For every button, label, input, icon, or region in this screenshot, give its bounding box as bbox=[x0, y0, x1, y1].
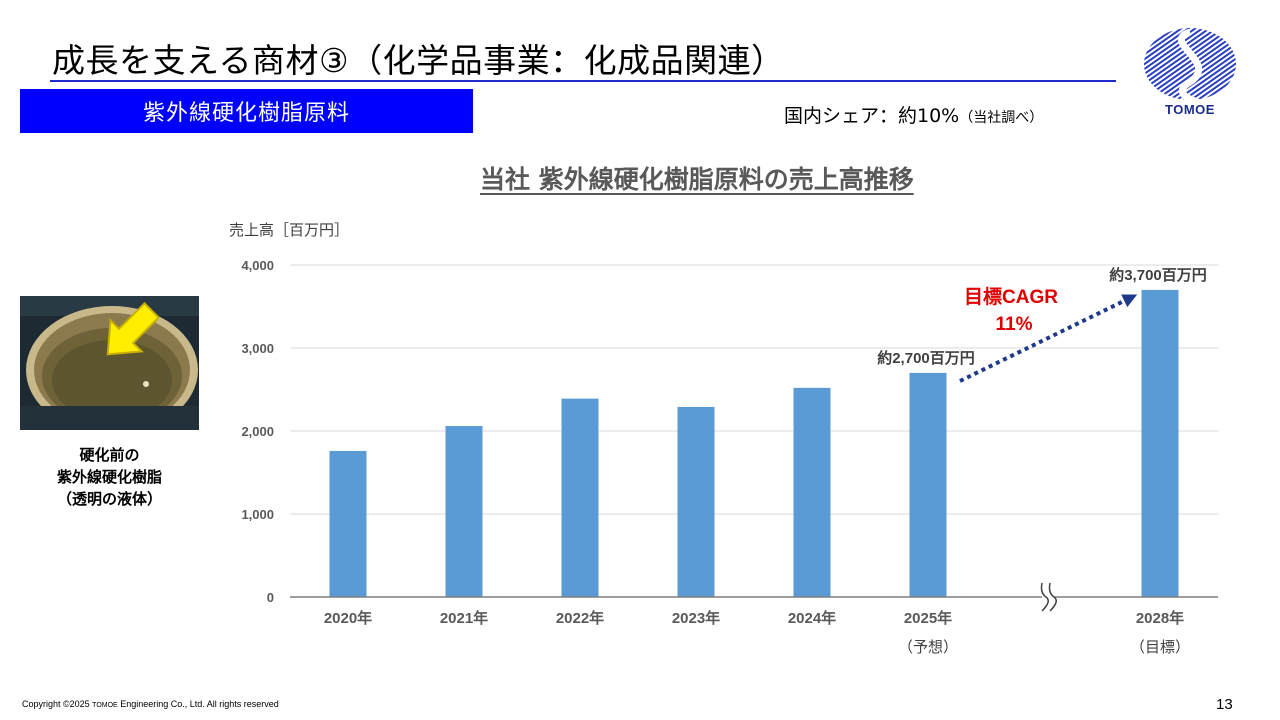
bar-value-label: 約2,700百万円 bbox=[877, 349, 975, 367]
y-tick-label: 1,000 bbox=[241, 507, 274, 522]
chart-title: 当社 紫外線硬化樹脂原料の売上高推移 bbox=[480, 165, 914, 194]
y-tick-label: 3,000 bbox=[241, 341, 274, 356]
market-share-value: 国内シェア：約10% bbox=[784, 105, 960, 127]
copyright-brand: TOMOE bbox=[92, 702, 118, 709]
cagr-label: 目標CAGR bbox=[964, 285, 1058, 308]
logo-wordmark: TOMOE bbox=[1165, 102, 1215, 117]
market-share-note: （当社調べ） bbox=[959, 110, 1044, 126]
y-tick-label: 4,000 bbox=[241, 258, 274, 273]
bar-value-label: 約3,700百万円 bbox=[1109, 266, 1207, 284]
cagr-arrow-head bbox=[1121, 294, 1138, 308]
page-number: 13 bbox=[1216, 696, 1233, 713]
bar-2025年 bbox=[909, 372, 947, 597]
axis-break-mark bbox=[1048, 582, 1057, 612]
x-tick-label: 2020年 bbox=[324, 609, 372, 627]
x-tick-label: 2021年 bbox=[440, 609, 488, 627]
bar-2022年 bbox=[561, 398, 599, 597]
x-tick-note: （目標） bbox=[1130, 639, 1190, 656]
x-tick-label: 2025年 bbox=[904, 609, 952, 627]
photo-caption-line: 硬化前の bbox=[79, 446, 140, 464]
x-tick-label: 2022年 bbox=[556, 609, 604, 627]
resin-drum-photo bbox=[20, 296, 199, 430]
cagr-arrow bbox=[959, 296, 1131, 383]
copyright-prefix: Copyright ©2025 bbox=[22, 699, 93, 709]
photo-caption: 硬化前の 紫外線硬化樹脂 （透明の液体） bbox=[20, 444, 199, 510]
tomoe-logo-icon bbox=[1144, 28, 1236, 106]
axis-break-mark bbox=[1040, 582, 1049, 612]
category-label: 紫外線硬化樹脂原料 bbox=[20, 89, 473, 133]
photo-caption-line: 紫外線硬化樹脂 bbox=[56, 468, 162, 486]
bar-2021年 bbox=[445, 426, 483, 597]
market-share: 国内シェア：約10%（当社調べ） bbox=[784, 101, 1043, 128]
y-axis-label: 売上高［百万円］ bbox=[229, 222, 349, 239]
photo-caption-line: （透明の液体） bbox=[56, 490, 162, 508]
y-tick-label: 2,000 bbox=[241, 424, 274, 439]
axis-break-gap bbox=[1042, 583, 1054, 611]
bar-2024年 bbox=[793, 387, 831, 597]
x-tick-label: 2024年 bbox=[788, 609, 836, 627]
bar-2023年 bbox=[677, 406, 715, 597]
copyright: Copyright ©2025 TOMOE Engineering Co., L… bbox=[22, 699, 279, 709]
bar-2028年 bbox=[1141, 289, 1179, 597]
x-tick-note: （予想） bbox=[898, 639, 958, 656]
copyright-suffix: Engineering Co., Ltd. All rights reserve… bbox=[117, 699, 279, 709]
y-tick-label: 0 bbox=[267, 590, 274, 605]
title-underline bbox=[50, 80, 1116, 82]
x-tick-label: 2023年 bbox=[672, 609, 720, 627]
cagr-value: 11% bbox=[996, 314, 1033, 335]
slide-title: 成長を支える商材③（化学品事業：化成品関連） bbox=[52, 41, 785, 80]
x-tick-label: 2028年 bbox=[1136, 609, 1184, 627]
bar-2020年 bbox=[329, 450, 367, 597]
